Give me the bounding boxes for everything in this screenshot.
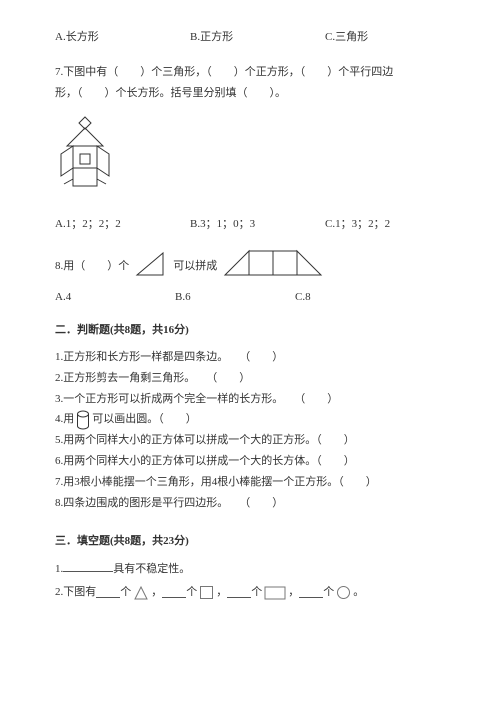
q8-opt-a: A.4 xyxy=(55,291,175,303)
q8-prefix: 8.用（ ）个 xyxy=(55,256,129,277)
house-right-wing xyxy=(97,146,109,176)
section2-list: 1.正方形和长方形一样都是四条边。 （ ） 2.正方形剪去一角剩三角形。 （ ）… xyxy=(55,347,445,514)
fill-q2: 2.下图有 个 ， 个 ， 个 ， 个 。 xyxy=(55,581,445,604)
house-lower-body xyxy=(73,168,97,186)
fill-q1-prefix: 1. xyxy=(55,563,63,575)
fill-q1: 1. 具有不稳定性。 xyxy=(55,558,445,581)
section3-title: 三．填空题(共8题，共23分) xyxy=(55,532,445,548)
q8-small-triangle xyxy=(133,251,167,277)
fill-q2-blank1 xyxy=(96,587,120,598)
fill-q2-unit2: 个 xyxy=(186,581,197,604)
tf-item-5: 5.用两个同样大小的正方体可以拼成一个大的正方形。（ ） xyxy=(55,430,445,451)
q6-opt-b: B.正方形 xyxy=(190,28,325,44)
house-upper-body xyxy=(73,146,97,168)
fill-q1-blank xyxy=(63,560,113,571)
house-left-arm xyxy=(64,179,73,184)
q8-opt-c: C.8 xyxy=(295,291,311,303)
fill-q2-blank2 xyxy=(162,587,186,598)
section2-title: 二．判断题(共8题，共16分) xyxy=(55,321,445,337)
tf-item-1: 1.正方形和长方形一样都是四条边。 （ ） xyxy=(55,347,445,368)
section3-body: 1. 具有不稳定性。 2.下图有 个 ， 个 ， 个 ， 个 。 xyxy=(55,558,445,604)
q6-opt-a: A.长方形 xyxy=(55,28,190,44)
fill-q2-unit3: 个 xyxy=(251,581,262,604)
q7-line1: 7.下图中有（ ）个三角形，（ ）个正方形，（ ）个平行四边 xyxy=(55,62,445,83)
house-roof xyxy=(67,128,103,146)
tf-item-4: 4.用 可以画出圆。（ ） xyxy=(55,409,445,430)
q8-options: A.4 B.6 C.8 xyxy=(55,291,445,303)
tf-item-8: 8.四条边围成的图形是平行四边形。 （ ） xyxy=(55,493,445,514)
tf-item-2: 2.正方形剪去一角剩三角形。 （ ） xyxy=(55,368,445,389)
q6-options: A.长方形 B.正方形 C.三角形 xyxy=(55,28,445,44)
q6-opt-c: C.三角形 xyxy=(325,28,368,44)
tf-item-7: 7.用3根小棒能摆一个三角形，用4根小棒能摆一个正方形。（ ） xyxy=(55,472,445,493)
tf-item-6: 6.用两个同样大小的正方体可以拼成一个大的长方体。（ ） xyxy=(55,451,445,472)
fill-q2-sep3: ， xyxy=(288,581,299,604)
q7-opt-a: A.1；2；2；2 xyxy=(55,215,190,231)
house-finial xyxy=(79,117,91,129)
house-right-arm xyxy=(97,179,106,184)
tf-item-4-pre: 4.用 xyxy=(55,413,74,425)
q8-opt-b: B.6 xyxy=(175,291,295,303)
fill-q2-blank3 xyxy=(227,587,251,598)
fill-q2-blank4 xyxy=(299,587,323,598)
q8-mid: 可以拼成 xyxy=(173,256,217,277)
fill-q2-unit1: 个 xyxy=(120,581,131,604)
fill-q2-unit4: 个 xyxy=(323,581,334,604)
fill-q1-suffix: 具有不稳定性。 xyxy=(113,563,190,575)
q8-block: 8.用（ ）个 可以拼成 A.4 B.6 C.8 xyxy=(55,249,445,303)
q7-block: 7.下图中有（ ）个三角形，（ ）个正方形，（ ）个平行四边 形，（ ）个长方形… xyxy=(55,62,445,231)
circle-icon xyxy=(336,585,351,600)
q7-options: A.1；2；2；2 B.3；1；0；3 C.1；3；2；2 xyxy=(55,215,445,231)
triangle-icon xyxy=(133,585,149,601)
q7-line2: 形，（ ）个长方形。括号里分别填（ ）。 xyxy=(55,83,445,104)
house-left-wing xyxy=(61,146,73,176)
tf-item-4-post: 可以画出圆。（ ） xyxy=(92,413,197,425)
fill-q2-end: 。 xyxy=(353,581,364,604)
q8-composite-shape xyxy=(223,249,323,277)
fill-q2-sep1: ， xyxy=(151,581,162,604)
cylinder-icon xyxy=(76,410,90,430)
q7-opt-b: B.3；1；0；3 xyxy=(190,215,325,231)
house-door xyxy=(80,154,90,164)
q8-line: 8.用（ ）个 可以拼成 xyxy=(55,249,445,277)
rectangle-icon xyxy=(264,586,286,600)
square-icon xyxy=(199,585,214,600)
fill-q2-prefix: 2.下图有 xyxy=(55,581,96,604)
q7-figure xyxy=(55,116,445,197)
house-figure-svg xyxy=(55,116,125,194)
fill-q2-sep2: ， xyxy=(216,581,227,604)
tf-item-3: 3.一个正方形可以折成两个完全一样的长方形。 （ ） xyxy=(55,389,445,410)
q7-opt-c: C.1；3；2；2 xyxy=(325,215,390,231)
